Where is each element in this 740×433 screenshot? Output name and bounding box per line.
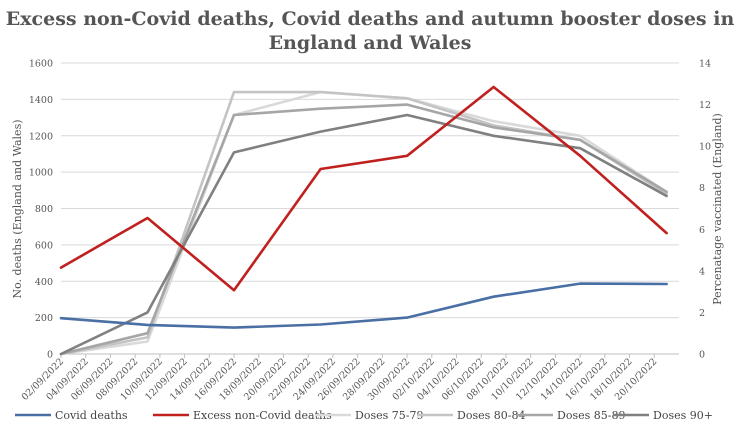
- right-axis-ticks: 0 2 4 6 8 10 12 14: [699, 59, 711, 361]
- y-tick-label: 600: [35, 240, 53, 251]
- chart-title-line-1: Excess non-Covid deaths, Covid deaths an…: [6, 8, 735, 30]
- y-tick-label: 400: [35, 277, 53, 288]
- y-tick-label: 200: [35, 313, 53, 324]
- legend-label-doses-90: Doses 90+: [653, 409, 713, 422]
- legend-label-excess-non-covid-deaths: Excess non-Covid deaths: [193, 409, 332, 422]
- y-tick-label: 1000: [29, 168, 53, 179]
- y2-tick-label: 6: [699, 225, 705, 236]
- y-tick-label: 1200: [29, 131, 53, 142]
- legend: Covid deaths Excess non-Covid deaths Doses…: [15, 409, 713, 422]
- legend-label-doses-85-89: Doses 85-89: [557, 409, 625, 422]
- legend-label-doses-75-79: Doses 75-79: [355, 409, 423, 422]
- x-axis-ticks: 02/09/202204/09/202206/09/202208/09/2022…: [20, 354, 659, 403]
- y2-tick-label: 14: [699, 59, 711, 70]
- chart-title-line-2: England and Wales: [269, 32, 472, 54]
- series-lines: [59, 85, 668, 356]
- y-axis-title: No. deaths (England and Wales): [11, 119, 24, 298]
- y2-tick-label: 12: [699, 100, 711, 111]
- y2-tick-label: 4: [699, 266, 705, 277]
- y-tick-label: 1400: [29, 95, 53, 106]
- legend-label-covid-deaths: Covid deaths: [55, 409, 128, 422]
- y2-tick-label: 8: [699, 183, 705, 194]
- left-axis-ticks: 0 200 400 600 800 1000 1200 1400 1600: [29, 59, 53, 361]
- series-line-excess-non-covid-deaths: [59, 85, 668, 292]
- series-line-doses-90: [59, 113, 668, 356]
- y2-tick-label: 2: [699, 308, 705, 319]
- y2-tick-label: 10: [699, 142, 711, 153]
- y-tick-label: 800: [35, 204, 53, 215]
- y-tick-label: 0: [47, 350, 53, 361]
- y-tick-label: 1600: [29, 59, 53, 70]
- series-line-covid-deaths: [59, 282, 668, 329]
- legend-label-doses-80-84: Doses 80-84: [457, 409, 525, 422]
- series-line-doses-85-89: [59, 103, 668, 356]
- y2-axis-title: Percenatage vaccinated (England): [711, 113, 724, 305]
- y2-tick-label: 0: [699, 350, 705, 361]
